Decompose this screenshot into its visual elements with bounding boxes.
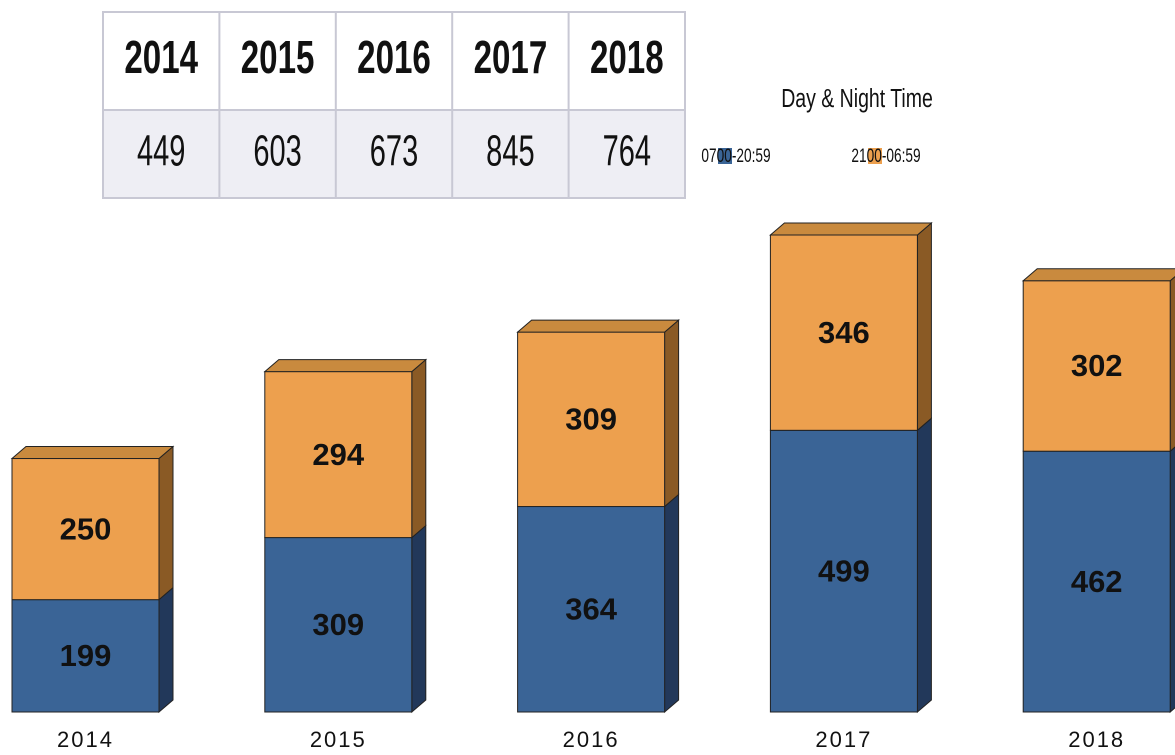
bar bbox=[769, 429, 918, 713]
bar bbox=[1022, 280, 1171, 452]
legend-label: 2100-06:59 bbox=[851, 145, 920, 167]
legend-swatch bbox=[718, 148, 732, 164]
bar-side bbox=[664, 319, 680, 508]
bar bbox=[264, 537, 413, 713]
bar bbox=[11, 458, 160, 601]
table-cell: 764 bbox=[603, 125, 651, 175]
bar-side bbox=[664, 493, 680, 714]
bar-side bbox=[916, 221, 932, 432]
data-label: 462 bbox=[1071, 564, 1123, 599]
data-label: 250 bbox=[60, 511, 112, 546]
table-header: 2017 bbox=[474, 33, 548, 83]
bar bbox=[264, 371, 413, 539]
table-cell: 673 bbox=[370, 125, 418, 175]
bar bbox=[517, 506, 666, 713]
bar-side bbox=[158, 445, 174, 601]
data-label: 199 bbox=[60, 638, 112, 673]
bar-top bbox=[1021, 268, 1175, 282]
x-tick-label: 2015 bbox=[310, 727, 367, 752]
bar-side bbox=[1169, 446, 1175, 714]
x-tick-label: 2014 bbox=[57, 727, 114, 752]
bar-top bbox=[10, 446, 175, 460]
data-label: 499 bbox=[818, 553, 870, 588]
bar bbox=[11, 599, 160, 713]
x-tick-label: 2017 bbox=[815, 727, 872, 752]
bar-side bbox=[1169, 275, 1175, 453]
table-header: 2014 bbox=[124, 33, 198, 83]
bar-top bbox=[516, 319, 680, 333]
x-tick-label: 2016 bbox=[563, 727, 620, 752]
legend-swatch bbox=[868, 148, 882, 164]
table-row-bg bbox=[103, 110, 685, 198]
bar-top bbox=[769, 222, 933, 236]
data-label: 309 bbox=[312, 607, 364, 642]
bar bbox=[1022, 450, 1171, 713]
data-label: 294 bbox=[312, 437, 364, 472]
table-header: 2018 bbox=[590, 33, 664, 83]
bar-top bbox=[263, 359, 428, 373]
table-cell: 449 bbox=[137, 125, 185, 175]
bar-side bbox=[158, 586, 174, 714]
table-cell: 603 bbox=[253, 125, 301, 175]
data-label: 309 bbox=[565, 401, 617, 436]
data-label: 364 bbox=[565, 591, 617, 626]
legend-label: 0700-20:59 bbox=[701, 145, 770, 167]
table-header: 2015 bbox=[241, 33, 315, 83]
bar bbox=[517, 331, 666, 508]
bar-side bbox=[916, 417, 932, 714]
bar-side bbox=[411, 358, 427, 539]
table-cell: 845 bbox=[486, 125, 534, 175]
x-tick-label: 2018 bbox=[1068, 727, 1125, 752]
table-border bbox=[102, 11, 686, 199]
data-label: 346 bbox=[818, 315, 870, 350]
bar-side bbox=[411, 524, 427, 714]
table-header: 2016 bbox=[357, 33, 431, 83]
legend-title: Day & Night Time bbox=[781, 83, 933, 112]
data-label: 302 bbox=[1071, 348, 1123, 383]
